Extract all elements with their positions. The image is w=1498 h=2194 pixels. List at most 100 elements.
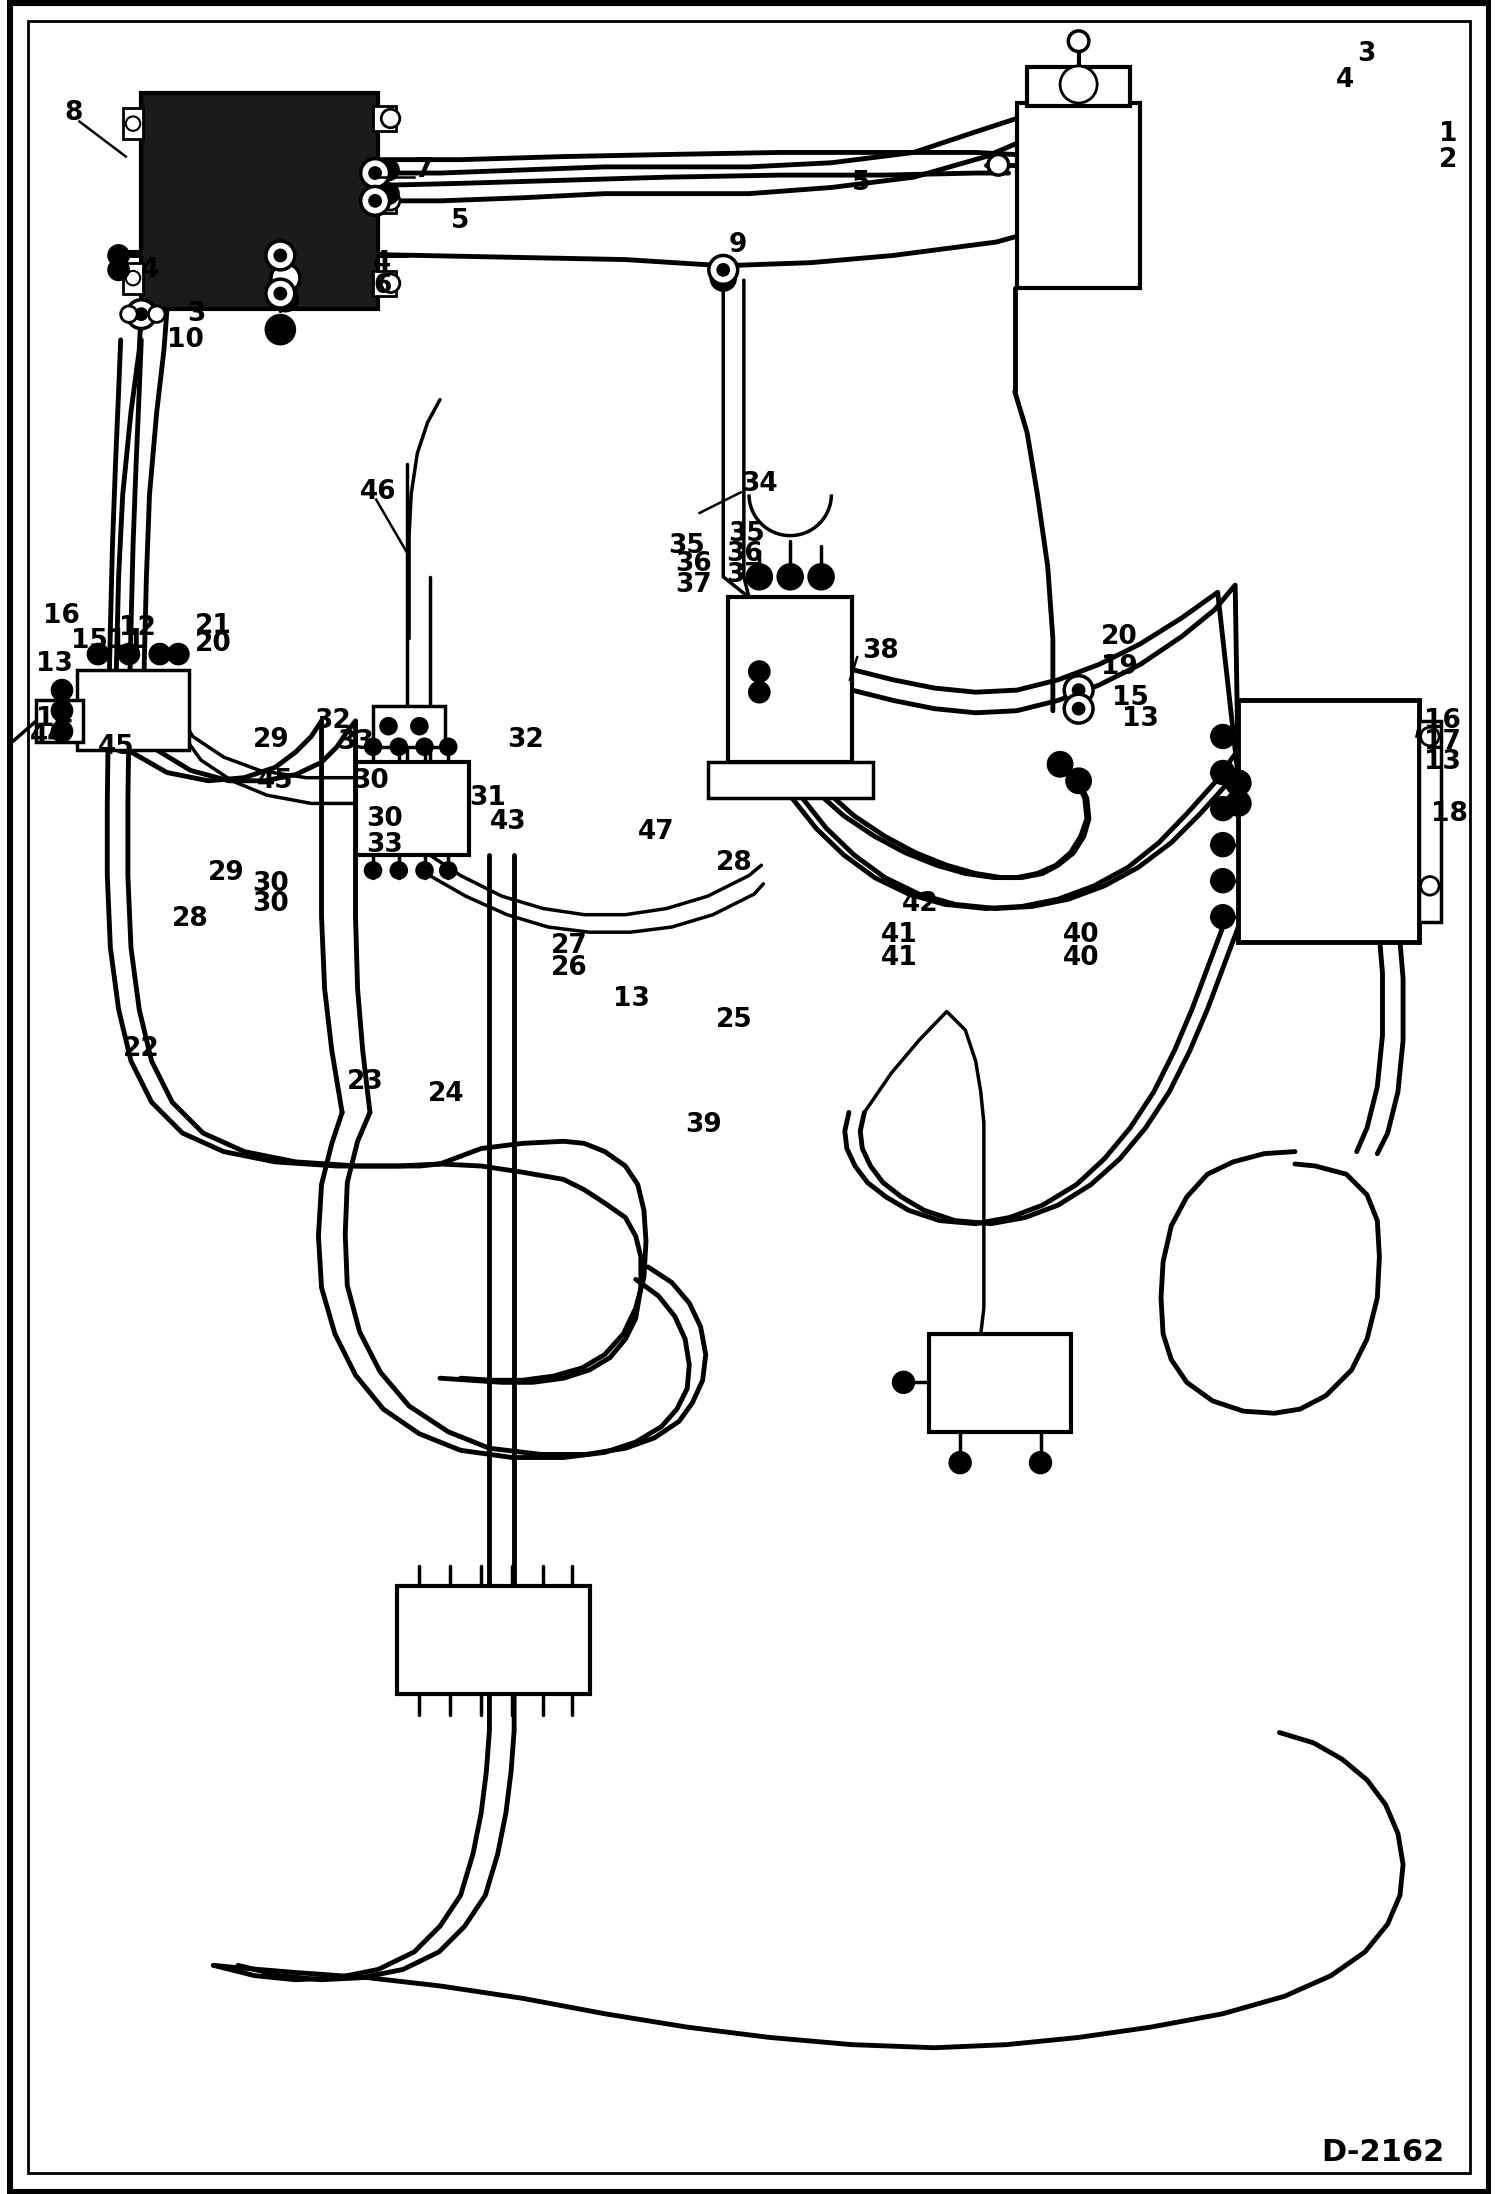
Bar xyxy=(373,706,445,746)
Text: 6: 6 xyxy=(373,274,391,298)
Text: 47: 47 xyxy=(638,818,674,845)
Circle shape xyxy=(1420,878,1440,895)
Text: 16: 16 xyxy=(1423,709,1461,735)
Circle shape xyxy=(748,564,771,590)
Text: 30: 30 xyxy=(253,871,289,897)
Text: 20: 20 xyxy=(195,632,232,656)
Circle shape xyxy=(1225,792,1251,816)
Text: 37: 37 xyxy=(674,573,712,599)
Circle shape xyxy=(121,305,138,323)
Text: 28: 28 xyxy=(716,851,753,875)
Text: 4: 4 xyxy=(141,257,159,283)
Text: 31: 31 xyxy=(469,785,506,812)
Circle shape xyxy=(51,700,72,722)
Circle shape xyxy=(712,255,736,281)
Bar xyxy=(1419,722,1441,921)
Circle shape xyxy=(366,739,382,755)
Text: 8: 8 xyxy=(64,101,82,127)
Text: 4: 4 xyxy=(373,250,391,276)
Circle shape xyxy=(1031,1452,1050,1472)
Text: 2: 2 xyxy=(1440,147,1458,173)
Circle shape xyxy=(380,717,397,735)
Circle shape xyxy=(440,739,457,755)
Text: 43: 43 xyxy=(490,810,526,836)
Circle shape xyxy=(108,246,129,265)
Circle shape xyxy=(893,1371,914,1393)
Text: 35: 35 xyxy=(668,533,706,559)
Text: 41: 41 xyxy=(881,946,918,972)
Text: 15: 15 xyxy=(72,627,108,654)
Bar xyxy=(36,700,82,742)
Circle shape xyxy=(391,739,407,755)
Circle shape xyxy=(148,305,165,323)
Text: 13: 13 xyxy=(613,985,650,1011)
Circle shape xyxy=(51,680,72,700)
Text: 14: 14 xyxy=(36,706,73,733)
Text: 37: 37 xyxy=(727,562,762,588)
Text: 22: 22 xyxy=(123,1036,159,1062)
Text: 34: 34 xyxy=(740,472,777,498)
Text: 13: 13 xyxy=(36,652,73,678)
Text: 23: 23 xyxy=(348,1068,383,1095)
Text: 7: 7 xyxy=(415,158,433,182)
Text: 15: 15 xyxy=(1112,685,1149,711)
Circle shape xyxy=(382,274,400,292)
Bar xyxy=(373,189,395,213)
Circle shape xyxy=(749,682,770,702)
Circle shape xyxy=(989,154,1008,176)
Circle shape xyxy=(150,643,171,665)
Bar xyxy=(355,761,469,856)
Text: 21: 21 xyxy=(195,614,232,638)
Circle shape xyxy=(51,722,72,742)
Circle shape xyxy=(777,564,803,590)
Circle shape xyxy=(1225,770,1251,794)
Text: 45: 45 xyxy=(256,768,294,794)
Text: 3: 3 xyxy=(1357,39,1375,66)
Circle shape xyxy=(267,241,295,270)
Text: 46: 46 xyxy=(360,478,397,505)
Text: 38: 38 xyxy=(863,638,899,665)
Text: 40: 40 xyxy=(1064,946,1100,972)
Text: D-2162: D-2162 xyxy=(1321,2139,1444,2168)
Bar xyxy=(123,108,144,138)
Circle shape xyxy=(809,564,833,590)
Circle shape xyxy=(377,160,398,180)
Circle shape xyxy=(369,167,382,180)
Circle shape xyxy=(1212,906,1234,928)
Text: 42: 42 xyxy=(902,891,938,917)
Text: 40: 40 xyxy=(1064,921,1100,948)
Circle shape xyxy=(718,263,730,276)
Text: 20: 20 xyxy=(1101,623,1138,649)
Circle shape xyxy=(382,110,400,127)
Text: 39: 39 xyxy=(685,1112,722,1139)
Circle shape xyxy=(1073,685,1085,695)
Text: 13: 13 xyxy=(1122,706,1159,733)
Text: 17: 17 xyxy=(1423,728,1461,755)
Bar xyxy=(707,761,873,799)
Circle shape xyxy=(274,287,286,301)
Text: 4: 4 xyxy=(1336,68,1354,94)
Circle shape xyxy=(1212,869,1234,893)
Circle shape xyxy=(377,184,398,204)
Circle shape xyxy=(410,717,427,735)
Circle shape xyxy=(1047,753,1073,777)
Circle shape xyxy=(1064,693,1094,724)
Circle shape xyxy=(267,279,295,307)
Circle shape xyxy=(1212,726,1234,748)
Circle shape xyxy=(1420,726,1440,746)
Circle shape xyxy=(118,643,139,665)
Bar xyxy=(123,263,144,294)
Text: 5: 5 xyxy=(451,208,470,235)
Circle shape xyxy=(126,270,141,285)
Circle shape xyxy=(1212,761,1234,783)
Circle shape xyxy=(271,263,300,292)
Circle shape xyxy=(391,862,407,878)
Bar xyxy=(929,1334,1071,1433)
Circle shape xyxy=(440,862,457,878)
Circle shape xyxy=(108,259,129,281)
Text: 36: 36 xyxy=(674,551,712,577)
Text: 5: 5 xyxy=(852,171,870,195)
Text: 27: 27 xyxy=(551,932,589,959)
Circle shape xyxy=(416,862,433,878)
Text: 11: 11 xyxy=(108,627,145,654)
